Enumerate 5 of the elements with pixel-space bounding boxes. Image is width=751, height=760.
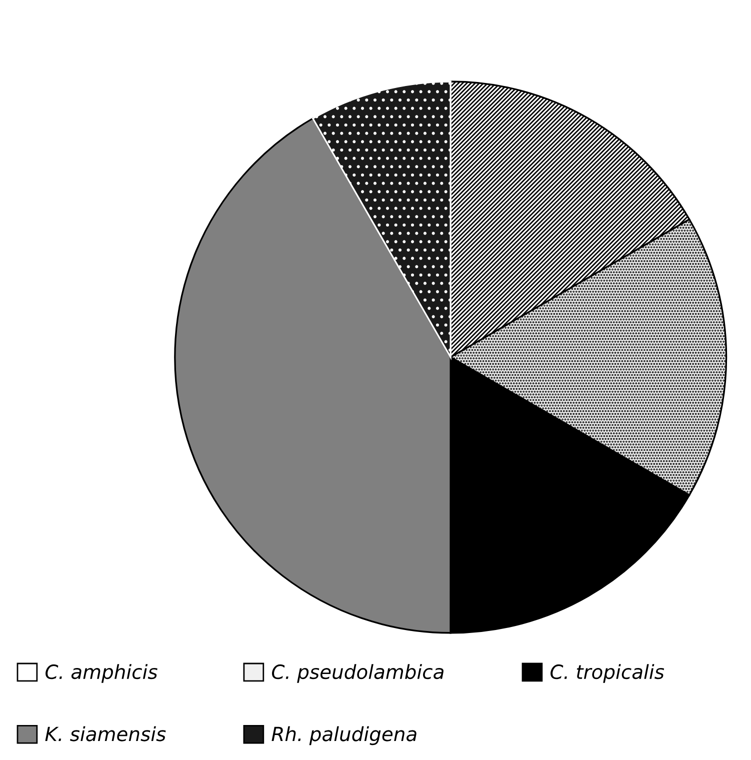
legend-label: Rh. paludigena bbox=[272, 726, 416, 746]
legend-label: C. amphicis bbox=[46, 664, 158, 683]
legend-label: C. tropicalis bbox=[550, 664, 664, 683]
legend-label: K. siamensis bbox=[45, 726, 166, 742]
legend-label: C. pseudolambica bbox=[272, 664, 444, 683]
